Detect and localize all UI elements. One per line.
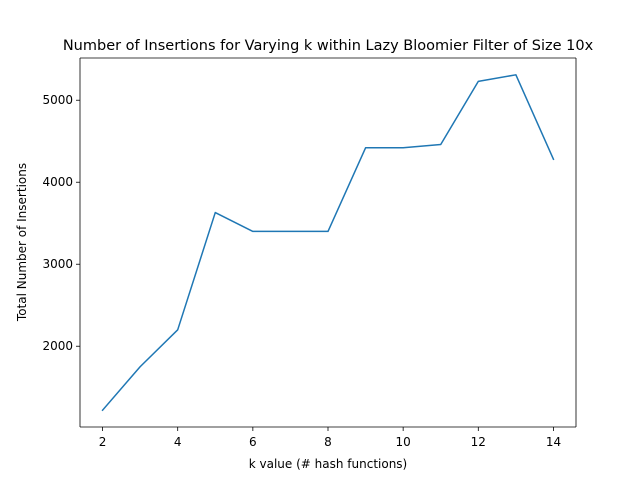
x-tick-label-10: 10	[396, 435, 411, 449]
y-axis-label: Total Number of Insertions	[15, 163, 29, 322]
y-tick-label-2000: 2000	[42, 339, 73, 353]
plot-area: 2 4 6 8 10 12 14 2000 3000 4000 5000	[42, 57, 577, 449]
x-tick-label-6: 6	[249, 435, 257, 449]
x-tick-label-8: 8	[324, 435, 332, 449]
x-tick-label-4: 4	[174, 435, 182, 449]
series-line-0	[101, 74, 555, 412]
y-tick-label-3000: 3000	[42, 257, 73, 271]
x-tick-label-2: 2	[99, 435, 107, 449]
x-tick-label-12: 12	[471, 435, 486, 449]
chart-title: Number of Insertions for Varying k withi…	[63, 38, 594, 54]
y-tick-label-4000: 4000	[42, 175, 73, 189]
y-tick-label-5000: 5000	[42, 93, 73, 107]
x-axis-label: k value (# hash functions)	[249, 457, 408, 471]
x-tick-label-14: 14	[546, 435, 561, 449]
